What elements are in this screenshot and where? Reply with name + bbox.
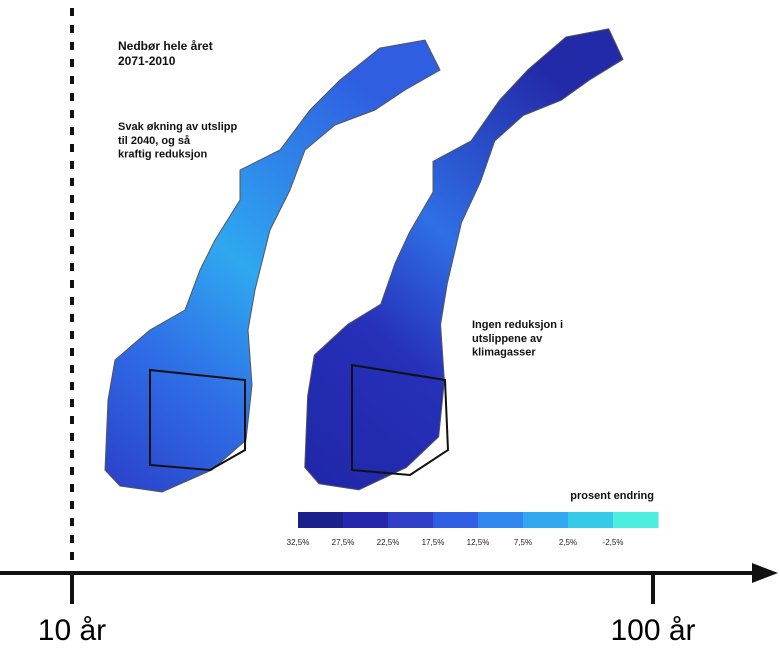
legend-swatch [343, 512, 389, 528]
arrow-head [752, 563, 778, 583]
legend-label: 27,5% [332, 538, 355, 547]
legend: 32,5% 27,5% 22,5% 17,5% 12,5% 7,5% 2,5% -2,5% [287, 512, 659, 547]
legend-label: 17,5% [422, 538, 445, 547]
legend-label: 12,5% [467, 538, 490, 547]
legend-label: 2,5% [559, 538, 577, 547]
legend-label: 7,5% [514, 538, 532, 547]
legend-label: -2,5% [603, 538, 624, 547]
legend-label: 32,5% [287, 538, 310, 547]
region-outline [351, 363, 450, 477]
legend-swatch [433, 512, 479, 528]
legend-swatch [613, 512, 659, 528]
map-title: Nedbør hele året 2071-2010 [118, 39, 213, 68]
legend-swatch [478, 512, 524, 528]
legend-swatch [568, 512, 614, 528]
legend-swatch [388, 512, 434, 528]
legend-label: 22,5% [377, 538, 400, 547]
legend-title: prosent endring [570, 490, 654, 502]
left-caption: Svak økning av utslipp til 2040, og så kra… [118, 121, 237, 161]
right-caption: Ingen reduksjon i utslippene av klimagasse… [472, 319, 563, 359]
region-outline [149, 368, 246, 472]
legend-swatch [298, 512, 344, 528]
timeline-start: 10 år [38, 614, 106, 647]
legend-swatch [523, 512, 569, 528]
timeline-end: 100 år [610, 614, 695, 647]
